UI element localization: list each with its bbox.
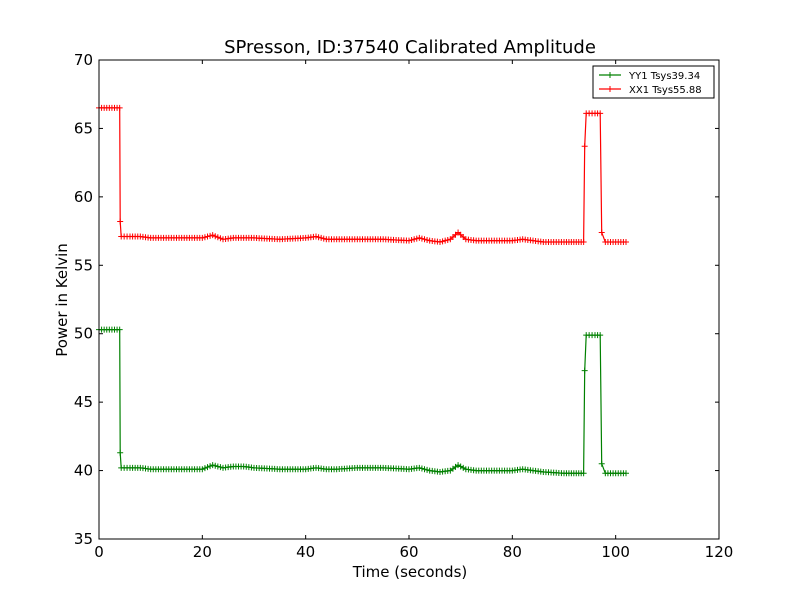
data-point bbox=[421, 236, 428, 243]
plot-area: 0 20 40 60 80 100 120 35 40 45 50 55 60 65 70 bbox=[74, 51, 733, 561]
series-0 bbox=[96, 326, 629, 477]
y-tick-label: 70 bbox=[74, 51, 93, 69]
data-point bbox=[598, 460, 605, 467]
legend: YY1 Tsys39.34 XX1 Tsys55.88 bbox=[592, 65, 715, 99]
legend-marker bbox=[607, 72, 613, 78]
data-point bbox=[318, 234, 325, 241]
data-point bbox=[408, 236, 415, 243]
data-point bbox=[199, 466, 206, 473]
data-point bbox=[444, 236, 451, 243]
data-point bbox=[315, 234, 322, 241]
y-tick-label: 35 bbox=[74, 530, 93, 548]
data-point bbox=[217, 235, 224, 242]
data-point bbox=[597, 110, 604, 117]
data-point bbox=[209, 232, 216, 239]
x-tick-label: 120 bbox=[705, 543, 734, 561]
data-point bbox=[204, 233, 211, 240]
y-tick-label: 40 bbox=[74, 462, 93, 480]
legend-entry-label: XX1 Tsys55.88 bbox=[629, 85, 702, 96]
series-1 bbox=[96, 104, 629, 246]
data-point bbox=[418, 235, 425, 242]
data-point bbox=[413, 235, 420, 242]
data-point bbox=[212, 462, 219, 469]
data-point bbox=[597, 332, 604, 339]
x-tick-label: 100 bbox=[601, 543, 630, 561]
x-tick-label: 0 bbox=[94, 543, 104, 561]
data-point bbox=[457, 463, 464, 470]
data-point bbox=[623, 239, 629, 246]
data-point bbox=[424, 236, 431, 243]
legend-marker bbox=[607, 86, 613, 92]
legend-box bbox=[592, 65, 715, 99]
data-point bbox=[455, 462, 462, 469]
data-point bbox=[116, 326, 123, 333]
data-point bbox=[217, 464, 224, 471]
data-point bbox=[313, 233, 319, 240]
y-axis-label: Power in Kelvin bbox=[53, 243, 71, 357]
data-point bbox=[418, 465, 425, 472]
legend-entry-label: YY1 Tsys39.34 bbox=[628, 71, 700, 82]
series-markers bbox=[96, 326, 629, 477]
data-point bbox=[598, 229, 605, 236]
data-point bbox=[421, 466, 428, 473]
data-point bbox=[439, 238, 446, 245]
data-point bbox=[460, 464, 467, 471]
x-tick-label: 40 bbox=[296, 543, 315, 561]
data-point bbox=[411, 236, 418, 243]
data-point bbox=[199, 234, 206, 241]
data-point bbox=[406, 237, 412, 244]
data-point bbox=[623, 470, 629, 477]
data-point bbox=[424, 466, 431, 473]
data-point bbox=[117, 218, 124, 225]
y-tick-label: 65 bbox=[74, 119, 93, 137]
data-point bbox=[214, 234, 221, 241]
data-point bbox=[117, 449, 124, 456]
data-point bbox=[320, 235, 327, 242]
data-point bbox=[207, 463, 214, 470]
y-tick-label: 60 bbox=[74, 188, 93, 206]
data-point bbox=[437, 239, 443, 246]
data-point bbox=[212, 233, 219, 240]
data-point bbox=[416, 464, 423, 471]
data-point bbox=[416, 234, 423, 241]
y-tick-label: 55 bbox=[74, 256, 93, 274]
data-point bbox=[442, 237, 449, 244]
data-point bbox=[201, 465, 208, 472]
data-point bbox=[581, 367, 588, 374]
chart-title: SPresson, ID:37540 Calibrated Amplitude bbox=[224, 37, 596, 58]
data-point bbox=[204, 464, 211, 471]
data-point bbox=[580, 470, 587, 477]
series-markers bbox=[96, 104, 629, 246]
data-point bbox=[201, 234, 208, 241]
x-tick-label: 60 bbox=[399, 543, 418, 561]
data-point bbox=[207, 232, 214, 239]
data-point bbox=[214, 463, 221, 470]
data-point bbox=[580, 239, 587, 246]
data-point bbox=[116, 104, 123, 111]
x-tick-label: 20 bbox=[193, 543, 212, 561]
data-point bbox=[581, 143, 588, 150]
y-tick-label: 50 bbox=[74, 325, 93, 343]
data-point bbox=[209, 462, 216, 469]
x-tick-label: 80 bbox=[503, 543, 522, 561]
x-axis-label: Time (seconds) bbox=[352, 563, 468, 581]
y-tick-label: 45 bbox=[74, 393, 93, 411]
